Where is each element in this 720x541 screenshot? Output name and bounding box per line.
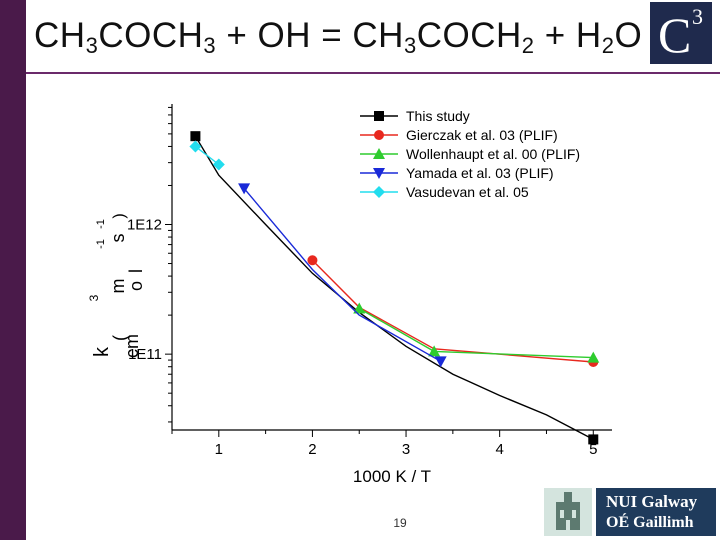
data-point <box>434 356 447 368</box>
title-subscript: 2 <box>601 33 615 58</box>
legend-marker <box>373 148 385 159</box>
title-text: CH <box>34 16 86 55</box>
logo-superscript: 3 <box>692 4 703 29</box>
y-axis-label-fragment: cm <box>122 334 142 358</box>
university-crest-icon <box>544 488 592 536</box>
data-point <box>190 131 201 142</box>
y-axis-label-fragment: l <box>126 269 146 273</box>
legend-label: Yamada et al. 03 (PLIF) <box>406 165 554 181</box>
y-axis-label-fragment: -1 <box>95 239 107 249</box>
y-axis-label-fragment: o <box>126 281 146 291</box>
y-axis-label-fragment: ( <box>110 335 130 341</box>
data-point <box>189 140 202 153</box>
y-axis-label-fragment: 3 <box>87 294 101 301</box>
y-axis-label-fragment: m <box>108 279 128 294</box>
data-point <box>588 434 599 445</box>
y-axis-label-fragment: -1 <box>95 219 107 229</box>
data-point <box>307 255 318 266</box>
series-line <box>243 187 442 362</box>
x-tick-label: 1 <box>215 441 223 458</box>
series-line <box>358 307 594 359</box>
title-text: + H <box>534 16 602 55</box>
institution-line1: NUI Galway <box>606 492 698 511</box>
page-number: 19 <box>393 516 407 530</box>
title-text: COCH <box>98 16 204 55</box>
c3-logo: C 3 <box>650 2 712 64</box>
logo-letter: C <box>658 7 692 63</box>
title-text: + OH = CH <box>216 16 404 55</box>
institution-name: NUI Galway OÉ Gaillimh <box>596 488 716 536</box>
x-tick-label: 4 <box>495 441 503 458</box>
left-accent-bar <box>0 0 26 540</box>
y-axis-label-fragment: s <box>108 234 128 243</box>
x-tick-label: 2 <box>308 441 316 458</box>
legend-label: Gierczak et al. 03 (PLIF) <box>406 127 558 143</box>
title-divider <box>26 72 720 74</box>
data-point <box>353 302 366 314</box>
data-point <box>428 345 441 357</box>
legend-label: Vasudevan et al. 05 <box>406 184 529 200</box>
x-axis-label: 1000 K / T <box>353 467 431 486</box>
series-line <box>194 145 220 166</box>
y-axis-label-fragment: ) <box>111 213 128 218</box>
legend-label: This study <box>406 108 470 124</box>
y-tick-label: 1E12 <box>127 216 162 233</box>
legend-label: Wollenhaupt et al. 00 (PLIF) <box>406 146 580 162</box>
title-subscript: 3 <box>403 33 417 58</box>
y-tick-label: 1E11 <box>128 346 162 363</box>
data-point <box>587 351 600 363</box>
institution-line2: OÉ Gaillimh <box>606 514 694 531</box>
title-subscript: 3 <box>85 33 99 58</box>
title-text: O <box>614 16 643 55</box>
legend-marker <box>374 111 384 121</box>
x-tick-label: 3 <box>402 441 410 458</box>
title-text: COCH <box>416 16 522 55</box>
x-tick-label: 5 <box>589 441 597 458</box>
legend-marker <box>374 130 384 140</box>
series-line <box>194 135 594 441</box>
data-point <box>212 158 225 171</box>
nui-galway-logo: NUI Galway OÉ Gaillimh <box>544 488 716 536</box>
legend-marker <box>373 168 385 179</box>
y-axis-label-fragment: k <box>91 346 113 357</box>
slide-title: CH3COCH3 + OH = CH3COCH2 + H2O <box>34 16 643 58</box>
title-subscript: 2 <box>521 33 535 58</box>
legend-marker <box>373 186 385 198</box>
data-point <box>238 183 251 195</box>
title-subscript: 3 <box>203 33 217 58</box>
